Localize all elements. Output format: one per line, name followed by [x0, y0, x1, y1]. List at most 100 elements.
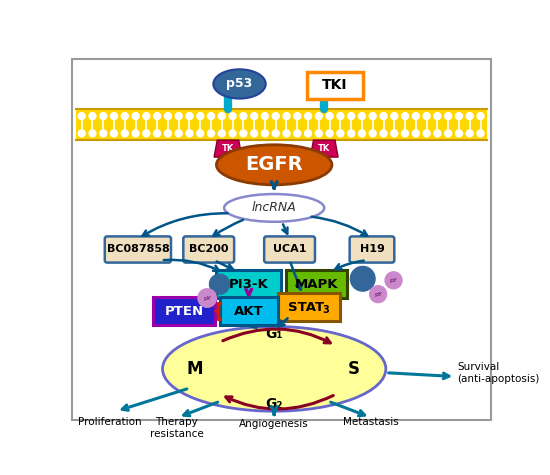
- Circle shape: [272, 113, 279, 120]
- Text: TK: TK: [222, 144, 234, 153]
- Circle shape: [186, 130, 193, 137]
- Circle shape: [132, 130, 139, 137]
- Circle shape: [423, 113, 430, 120]
- Circle shape: [89, 130, 96, 137]
- Circle shape: [445, 130, 452, 137]
- FancyBboxPatch shape: [286, 270, 348, 298]
- Circle shape: [348, 130, 355, 137]
- Circle shape: [251, 130, 257, 137]
- FancyBboxPatch shape: [104, 237, 171, 263]
- Circle shape: [412, 113, 419, 120]
- Circle shape: [272, 130, 279, 137]
- Circle shape: [369, 113, 376, 120]
- FancyBboxPatch shape: [264, 237, 315, 263]
- Circle shape: [197, 130, 204, 137]
- Circle shape: [78, 130, 85, 137]
- Circle shape: [369, 130, 376, 137]
- Circle shape: [477, 113, 484, 120]
- Circle shape: [89, 113, 96, 120]
- Text: BC087858: BC087858: [107, 245, 169, 255]
- Circle shape: [223, 74, 233, 83]
- FancyBboxPatch shape: [219, 297, 278, 325]
- Text: EGFR: EGFR: [245, 155, 303, 174]
- Circle shape: [197, 113, 204, 120]
- Text: PTEN: PTEN: [164, 304, 204, 318]
- Circle shape: [207, 113, 214, 120]
- Ellipse shape: [163, 326, 386, 411]
- Text: TKI: TKI: [322, 78, 348, 93]
- Text: pY: pY: [374, 292, 382, 297]
- Circle shape: [218, 113, 226, 120]
- Circle shape: [402, 130, 409, 137]
- Circle shape: [210, 274, 229, 294]
- Circle shape: [359, 130, 365, 137]
- Circle shape: [143, 113, 150, 120]
- Circle shape: [391, 130, 398, 137]
- FancyBboxPatch shape: [73, 59, 491, 420]
- Circle shape: [283, 130, 290, 137]
- Circle shape: [283, 113, 290, 120]
- Circle shape: [412, 130, 419, 137]
- Circle shape: [132, 113, 139, 120]
- Circle shape: [477, 130, 484, 137]
- Text: S: S: [348, 360, 360, 378]
- Circle shape: [326, 130, 333, 137]
- Circle shape: [175, 130, 182, 137]
- FancyBboxPatch shape: [183, 237, 234, 263]
- Text: H19: H19: [360, 245, 384, 255]
- Circle shape: [315, 113, 322, 120]
- Circle shape: [380, 130, 387, 137]
- Text: Therapy
resistance: Therapy resistance: [150, 418, 204, 439]
- Circle shape: [326, 113, 333, 120]
- Circle shape: [229, 113, 236, 120]
- Text: p53: p53: [227, 77, 252, 90]
- Circle shape: [466, 130, 473, 137]
- FancyBboxPatch shape: [307, 72, 363, 99]
- Text: Survival
(anti-apoptosis): Survival (anti-apoptosis): [458, 362, 540, 383]
- Text: Metastasis: Metastasis: [343, 418, 398, 428]
- Circle shape: [229, 130, 236, 137]
- Text: 3: 3: [322, 304, 329, 314]
- Circle shape: [78, 113, 85, 120]
- Polygon shape: [214, 140, 242, 157]
- FancyBboxPatch shape: [217, 270, 281, 298]
- FancyBboxPatch shape: [350, 237, 394, 263]
- Circle shape: [111, 113, 118, 120]
- Text: G₁: G₁: [266, 327, 283, 341]
- Circle shape: [240, 130, 247, 137]
- Circle shape: [350, 266, 375, 291]
- Text: STAT: STAT: [288, 301, 324, 314]
- Text: UCA1: UCA1: [273, 245, 306, 255]
- Text: AKT: AKT: [234, 304, 263, 318]
- Ellipse shape: [217, 145, 332, 185]
- Circle shape: [315, 130, 322, 137]
- Circle shape: [240, 113, 247, 120]
- Text: pY: pY: [389, 278, 398, 283]
- Circle shape: [143, 130, 150, 137]
- Circle shape: [164, 113, 172, 120]
- Circle shape: [100, 113, 107, 120]
- Circle shape: [153, 113, 161, 120]
- Circle shape: [445, 113, 452, 120]
- Polygon shape: [310, 140, 338, 157]
- Text: lncRNA: lncRNA: [252, 201, 296, 214]
- Circle shape: [207, 130, 214, 137]
- Circle shape: [175, 113, 182, 120]
- Circle shape: [320, 74, 329, 83]
- Circle shape: [294, 113, 301, 120]
- Circle shape: [370, 285, 387, 303]
- Circle shape: [153, 130, 161, 137]
- Circle shape: [385, 272, 402, 289]
- Text: M: M: [186, 360, 203, 378]
- Circle shape: [198, 289, 217, 307]
- Ellipse shape: [224, 194, 324, 222]
- Circle shape: [251, 113, 257, 120]
- Circle shape: [359, 113, 365, 120]
- Circle shape: [466, 113, 473, 120]
- Circle shape: [455, 130, 463, 137]
- Circle shape: [305, 113, 311, 120]
- FancyBboxPatch shape: [153, 297, 215, 325]
- Circle shape: [402, 113, 409, 120]
- Text: G₂: G₂: [266, 397, 283, 410]
- Circle shape: [337, 130, 344, 137]
